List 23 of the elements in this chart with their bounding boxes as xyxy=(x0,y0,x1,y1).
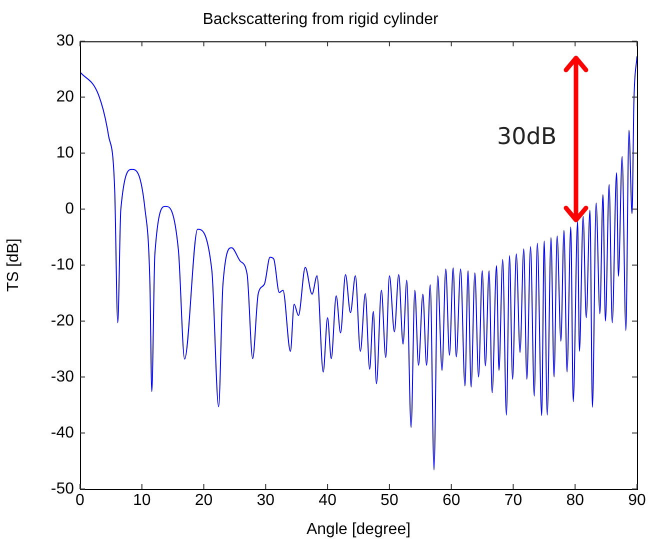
x-tick-label: 40 xyxy=(318,492,337,510)
y-tick-label: 0 xyxy=(65,200,74,218)
x-tick-label: 20 xyxy=(194,492,213,510)
y-tick-label: 30 xyxy=(56,32,74,50)
y-tick-label: 10 xyxy=(56,144,74,162)
x-tick-label: 50 xyxy=(380,492,398,510)
y-tick-label: -20 xyxy=(50,312,74,330)
y-axis-title: TS [dB] xyxy=(5,238,22,292)
x-axis-title: Angle [degree] xyxy=(306,520,411,538)
y-tick-label: -10 xyxy=(50,256,74,274)
x-tick-label: 70 xyxy=(504,492,522,510)
x-tick-label: 60 xyxy=(442,492,460,510)
x-tick-label: 80 xyxy=(566,492,584,510)
x-tick-label: 10 xyxy=(132,492,151,510)
x-tick-label: 90 xyxy=(628,492,646,510)
line-series xyxy=(80,56,637,470)
y-tick-label: -50 xyxy=(50,480,74,498)
y-tick-label: -30 xyxy=(50,368,74,386)
y-tick-label: -40 xyxy=(50,424,74,442)
x-tick-label: 30 xyxy=(256,492,275,510)
annotation: 30dB xyxy=(497,124,557,150)
y-tick-label: 20 xyxy=(56,88,74,106)
chart-title: Backscattering from rigid cylinder xyxy=(202,11,439,28)
